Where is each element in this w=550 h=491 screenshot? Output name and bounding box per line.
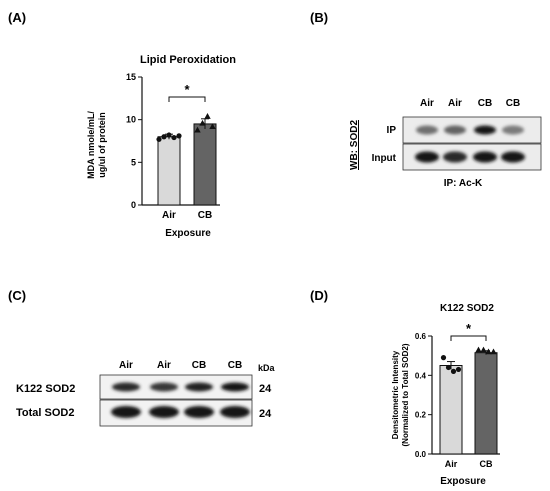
chart-a: 0 5 10 15 Air CB *	[126, 72, 220, 221]
blot-c-band-total-sod2-1	[111, 406, 141, 418]
chart-d-ylabel: Densitometric Intensity (Normalized to T…	[391, 343, 410, 446]
chart-a-point	[171, 134, 177, 141]
blot-b-band-ip-1	[416, 125, 438, 135]
blot-b-ip-label: IP: Ac-K	[444, 178, 483, 189]
chart-d-point	[450, 368, 457, 374]
chart-a-bar-cb	[193, 123, 217, 206]
chart-d-bar-cb	[474, 352, 498, 455]
chart-d-category-cb: CB	[480, 459, 493, 469]
chart-d-significance-star: *	[466, 321, 472, 336]
chart-a-point	[166, 132, 172, 138]
panel-b-label: (B)	[310, 10, 328, 25]
blot-b-band-ip-2	[444, 125, 466, 135]
blot-c-band-total-sod2-3	[184, 406, 214, 418]
chart-d-ytick-label: 0.6	[415, 332, 427, 341]
panel-d: (D) K122 SOD2 Densitometric Intensity (N…	[310, 288, 500, 487]
chart-d-ytick-label: 0.4	[415, 371, 427, 380]
chart-d-significance-bracket	[450, 335, 487, 341]
chart-a-point	[204, 113, 211, 119]
chart-d-point	[455, 366, 462, 373]
chart-a-point	[161, 134, 167, 140]
blot-c-band-k122-sod2-4	[221, 382, 249, 392]
chart-a-significance-star: *	[184, 82, 190, 97]
blot-c-k122-kda: 24	[259, 383, 272, 395]
chart-a-ytick-label: 15	[126, 72, 136, 82]
blot-c-lane-3: CB	[192, 360, 206, 371]
chart-d-ylabel-line1: Densitometric Intensity	[391, 350, 400, 439]
panel-c: (C) Air Air CB CB kDa K122 SOD2 Total SO…	[8, 288, 276, 427]
chart-d-ytick-label: 0.2	[415, 411, 427, 420]
blot-b-row-ip: IP	[387, 125, 397, 136]
chart-a-bar-air	[157, 136, 181, 206]
blot-c-kda-label: kDa	[258, 363, 276, 373]
blot-b-lane-2: Air	[448, 98, 462, 109]
chart-a-xlabel: Exposure	[165, 228, 211, 239]
chart-d-ylabel-line2: (Normalized to Total SOD2)	[401, 343, 410, 446]
blot-b-lane-4: CB	[506, 98, 520, 109]
chart-d-point	[445, 364, 452, 371]
chart-d-point	[480, 346, 487, 353]
blot-c-band-total-sod2-4	[220, 406, 250, 418]
chart-a-ytick-label: 0	[131, 200, 136, 210]
chart-a-point	[176, 133, 182, 139]
blot-b-band-input-2	[443, 151, 467, 163]
blot-c-lane-2: Air	[157, 360, 171, 371]
panel-a: (A) Lipid Peroxidation MDA nmole/mL/ ug/…	[8, 10, 236, 239]
blot-b-lane-3: CB	[478, 98, 492, 109]
chart-a-point	[209, 123, 216, 130]
chart-a-point	[156, 136, 162, 142]
blot-c-band-total-sod2-2	[149, 406, 179, 418]
blot-c-lane-4: CB	[228, 360, 242, 371]
chart-a-ytick-label: 10	[126, 115, 136, 125]
blot-c-band-k122-sod2-3	[185, 382, 213, 392]
blot-b-lane-1: Air	[420, 98, 434, 109]
blot-b-wb-label: WB: SOD2	[349, 120, 360, 170]
chart-a-category-air: Air	[162, 210, 176, 221]
blot-b-band-ip-3	[474, 125, 496, 135]
chart-a-title: Lipid Peroxidation	[140, 54, 236, 66]
chart-a-point	[199, 119, 206, 126]
blot-b-band-input-1	[415, 151, 439, 163]
panel-b: (B) WB: SOD2 Air Air CB CB IP Input IP: …	[310, 10, 542, 189]
chart-d-title: K122 SOD2	[440, 303, 494, 314]
chart-a-point	[194, 126, 201, 133]
chart-d: 0.0 0.2 0.4 0.6 Air CB *	[415, 321, 500, 469]
blot-b-band-ip-4	[502, 125, 524, 135]
blot-b-row-input: Input	[372, 153, 397, 164]
blot-c-row-total: Total SOD2	[16, 407, 74, 419]
blot-c-band-k122-sod2-1	[112, 382, 140, 392]
blot-c-band-k122-sod2-2	[150, 382, 178, 392]
blot-c-row-k122: K122 SOD2	[16, 383, 75, 395]
chart-a-ylabel: MDA nmole/mL/ ug/ul of protein	[86, 111, 107, 179]
chart-d-bar-air	[439, 365, 463, 455]
blot-c-lane-1: Air	[119, 360, 133, 371]
blot-b-band-input-4	[501, 151, 525, 163]
chart-a-significance-bracket	[168, 96, 206, 102]
chart-d-category-air: Air	[445, 459, 458, 469]
chart-a-ytick-label: 5	[131, 157, 136, 167]
blot-c-bands	[111, 382, 250, 418]
panel-d-label: (D)	[310, 288, 328, 303]
chart-d-point	[440, 355, 447, 361]
chart-d-point	[490, 348, 497, 355]
chart-a-ylabel-line2: ug/ul of protein	[97, 112, 107, 178]
blot-b-bands	[415, 125, 525, 163]
chart-d-point	[475, 346, 482, 353]
blot-b-band-input-3	[473, 151, 497, 163]
chart-d-xlabel: Exposure	[440, 476, 486, 487]
blot-c-total-kda: 24	[259, 408, 272, 420]
panel-a-label: (A)	[8, 10, 26, 25]
panel-c-label: (C)	[8, 288, 26, 303]
chart-a-category-cb: CB	[198, 210, 212, 221]
chart-a-ylabel-line1: MDA nmole/mL/	[86, 111, 96, 179]
chart-d-ytick-label: 0.0	[415, 450, 427, 459]
chart-d-point	[485, 348, 492, 355]
